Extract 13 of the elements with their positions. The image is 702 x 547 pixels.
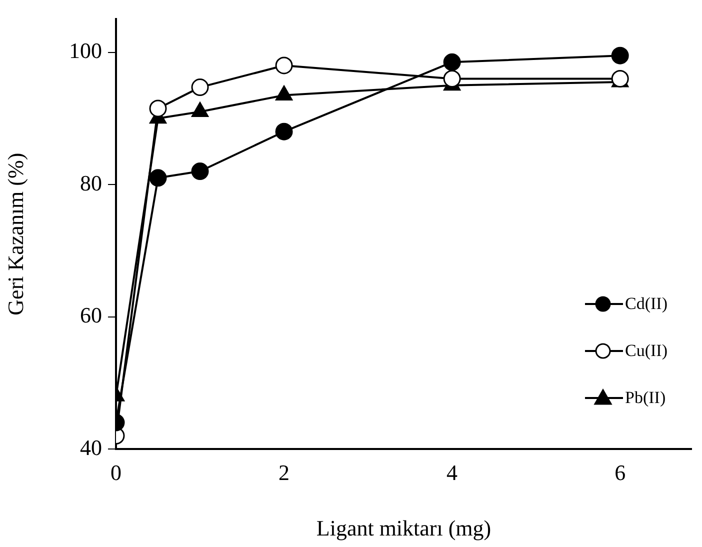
x-tick-label: 4 bbox=[446, 460, 458, 485]
legend-label: Cd(II) bbox=[625, 294, 668, 314]
y-tick-label: 40 bbox=[80, 434, 102, 460]
x-axis-title: Ligant miktarı (mg) bbox=[316, 516, 492, 541]
x-tick-label: 0 bbox=[110, 460, 122, 485]
y-tick-label: 60 bbox=[80, 302, 102, 328]
y-tick-label: 100 bbox=[69, 38, 102, 64]
legend-label: Pb(II) bbox=[625, 388, 666, 408]
x-tick-label: 6 bbox=[614, 460, 626, 485]
legend-label: Cu(II) bbox=[625, 340, 668, 360]
x-tick-label: 2 bbox=[278, 460, 290, 485]
y-axis-title: Geri Kazanım (%) bbox=[2, 152, 28, 316]
y-tick-label: 80 bbox=[80, 170, 102, 196]
